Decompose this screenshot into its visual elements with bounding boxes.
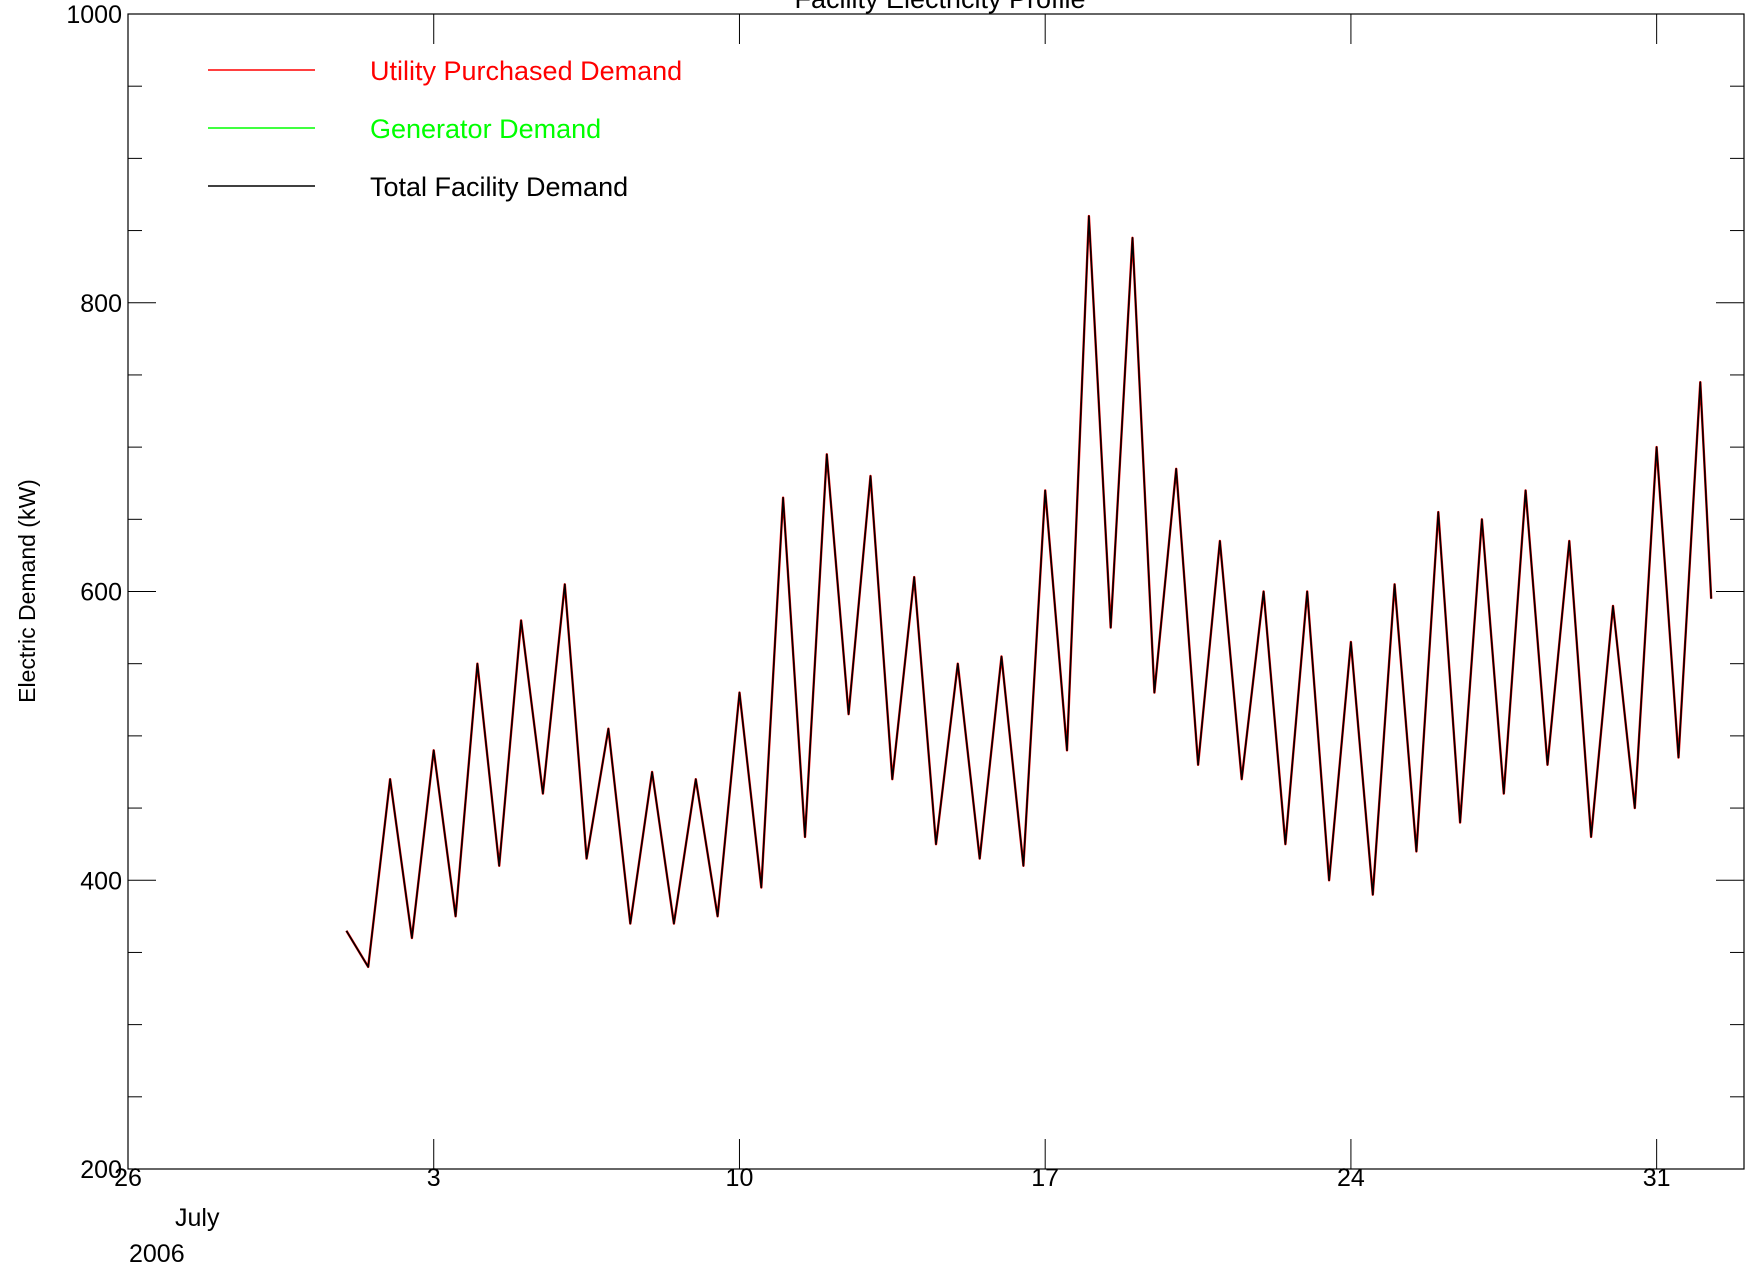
y-tick-label: 600: [80, 579, 122, 607]
chart-title: Facility Electricity Profile: [794, 0, 1085, 14]
legend-label: Utility Purchased Demand: [370, 56, 682, 86]
x-tick-label: 31: [1643, 1164, 1671, 1192]
x-tick-label: 24: [1337, 1164, 1365, 1192]
legend-label: Total Facility Demand: [370, 172, 628, 202]
legend: Utility Purchased Demand Generator Demand…: [208, 56, 682, 202]
x-year-label: 2006: [129, 1240, 185, 1268]
x-tick-label: 3: [427, 1164, 441, 1192]
x-tick-label: 17: [1031, 1164, 1059, 1192]
axes-layer: 200 400 600 800 1000 26 3 10 17 24 31: [66, 1, 1745, 1192]
series-line-total-facility-demand: [345, 215, 1712, 968]
series-layer: [345, 214, 1713, 969]
legend-label: Generator Demand: [370, 114, 601, 144]
x-month-label: July: [175, 1204, 220, 1232]
y-tick-label: 400: [80, 867, 122, 895]
y-tick-label: 800: [80, 290, 122, 318]
x-tick-label: 26: [114, 1164, 142, 1192]
y-tick-label: 1000: [66, 1, 122, 29]
y-tick-label: 200: [80, 1156, 122, 1184]
x-tick-label: 10: [726, 1164, 754, 1192]
y-axis-title: Electric Demand (kW): [14, 479, 40, 703]
